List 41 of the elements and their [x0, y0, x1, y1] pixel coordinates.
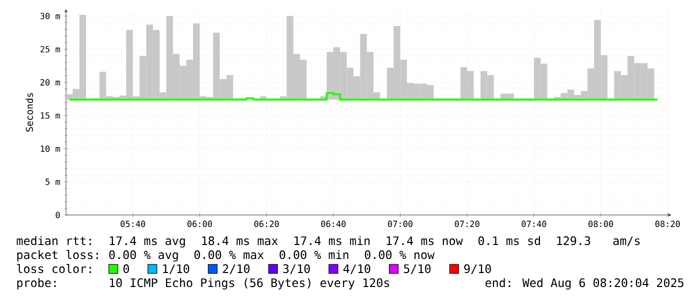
x-tick-label: 07:20: [454, 220, 480, 228]
text: 0.1 ms sd: [478, 236, 540, 246]
legend-label: 1/10: [163, 264, 190, 274]
y-tick-label: 25 m: [40, 46, 60, 52]
legend-label: 5/10: [404, 264, 431, 274]
text: 17.4 ms avg: [110, 236, 185, 248]
legend-label: 0: [123, 264, 129, 274]
text: median rtt:: [16, 236, 91, 246]
x-tick-label: 06:20: [254, 220, 279, 228]
y-tick-label: 15 m: [40, 112, 60, 119]
text: packet loss:: [17, 250, 98, 262]
x-tick-label: 06:00: [187, 220, 212, 228]
text: 17.4 ms min: [294, 236, 370, 246]
legend-label: 3/10: [283, 264, 310, 274]
text: 0.00 % max: [194, 250, 264, 260]
text: end: Wed Aug 6 08:20:04 2025: [486, 278, 684, 290]
legend-label: 2/10: [222, 264, 250, 274]
y-tick-label: 30 m: [40, 12, 60, 20]
y-tick-label: 20 m: [40, 79, 60, 86]
y-tick-label: 10 m: [40, 145, 60, 152]
x-tick-label: 08:00: [588, 220, 614, 228]
x-tick-label: 06:40: [321, 220, 346, 228]
legend-label: 9/10: [464, 264, 491, 274]
text: 0.00 % avg: [109, 250, 178, 262]
legend-label: 4/10: [343, 264, 370, 274]
x-tick-label: 08:20: [655, 220, 680, 228]
legend-title: loss color:: [17, 264, 91, 274]
y-tick-label: 0: [56, 212, 60, 218]
x-tick-label: 07:00: [388, 220, 412, 228]
text: 18.4 ms max: [202, 236, 278, 246]
text: 17.4 ms now: [386, 236, 463, 246]
text: 10 ICMP Echo Pings (56 Bytes) every 120s: [110, 278, 390, 290]
y-axis-title: Seconds: [26, 93, 34, 132]
x-tick-label: 05:40: [120, 220, 146, 228]
text: 0.00 % min: [280, 250, 348, 260]
text: am/s: [613, 236, 640, 246]
y-tick-label: 5 m: [46, 178, 60, 185]
text: probe:: [17, 278, 56, 290]
text: 0.00 % now: [364, 250, 435, 260]
x-tick-label: 07:40: [522, 220, 546, 228]
text: 129.3: [557, 236, 590, 246]
